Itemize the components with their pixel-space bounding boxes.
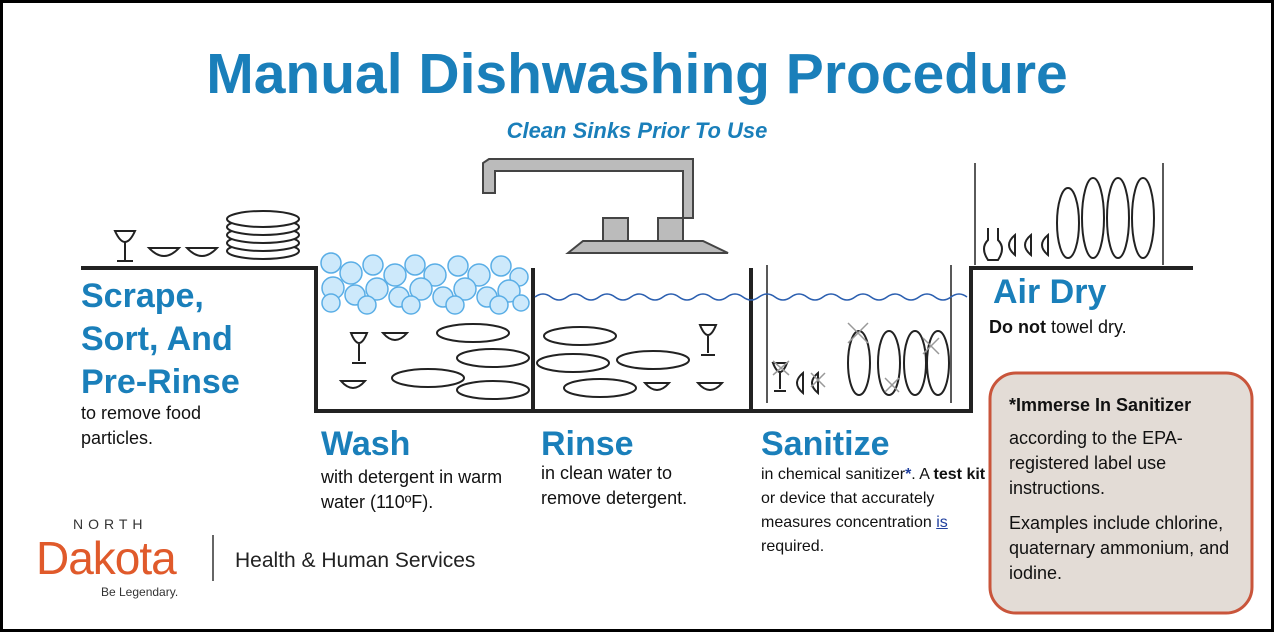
step-heading: Wash xyxy=(321,423,410,466)
note-text: according to the EPA-registered label us… xyxy=(1009,426,1234,501)
text: required. xyxy=(761,538,824,555)
underlined-text: is xyxy=(936,514,948,531)
step-heading: Rinse xyxy=(541,423,634,466)
step-description: with detergent in warm water (110ºF). xyxy=(321,465,526,515)
step-description: in clean water to remove detergent. xyxy=(541,461,731,511)
text: towel dry. xyxy=(1046,317,1127,337)
bold-text: Do not xyxy=(989,317,1046,337)
heading-line: Pre-Rinse xyxy=(81,361,240,404)
step-description: in chemical sanitizer*. A test kit or de… xyxy=(761,463,986,559)
logo-tagline: Be Legendary. xyxy=(101,585,178,599)
logo-name: Dakota xyxy=(36,531,176,585)
infographic: Manual Dishwashing Procedure Clean Sinks… xyxy=(0,0,1274,632)
step-heading: Scrape, Sort, And Pre-Rinse xyxy=(81,275,240,404)
logo-text: NORTH xyxy=(73,516,148,532)
heading-line: Sort, And xyxy=(81,318,240,361)
text: . A xyxy=(911,466,933,483)
note-text: Examples include chlorine, quaternary am… xyxy=(1009,511,1244,586)
bold-text: test kit xyxy=(934,466,986,483)
step-description: to remove food particles. xyxy=(81,401,261,451)
department: Health & Human Services xyxy=(235,549,475,573)
title: Manual Dishwashing Procedure xyxy=(3,41,1271,107)
step-description: Do not towel dry. xyxy=(989,315,1127,340)
heading-line: Scrape, xyxy=(81,275,240,318)
subtitle: Clean Sinks Prior To Use xyxy=(3,118,1271,144)
step-heading: Air Dry xyxy=(993,271,1106,314)
text: in chemical sanitizer xyxy=(761,466,905,483)
step-heading: Sanitize xyxy=(761,423,889,466)
text: or device that accurately measures conce… xyxy=(761,490,936,531)
note-title: *Immerse In Sanitizer xyxy=(1009,393,1191,418)
